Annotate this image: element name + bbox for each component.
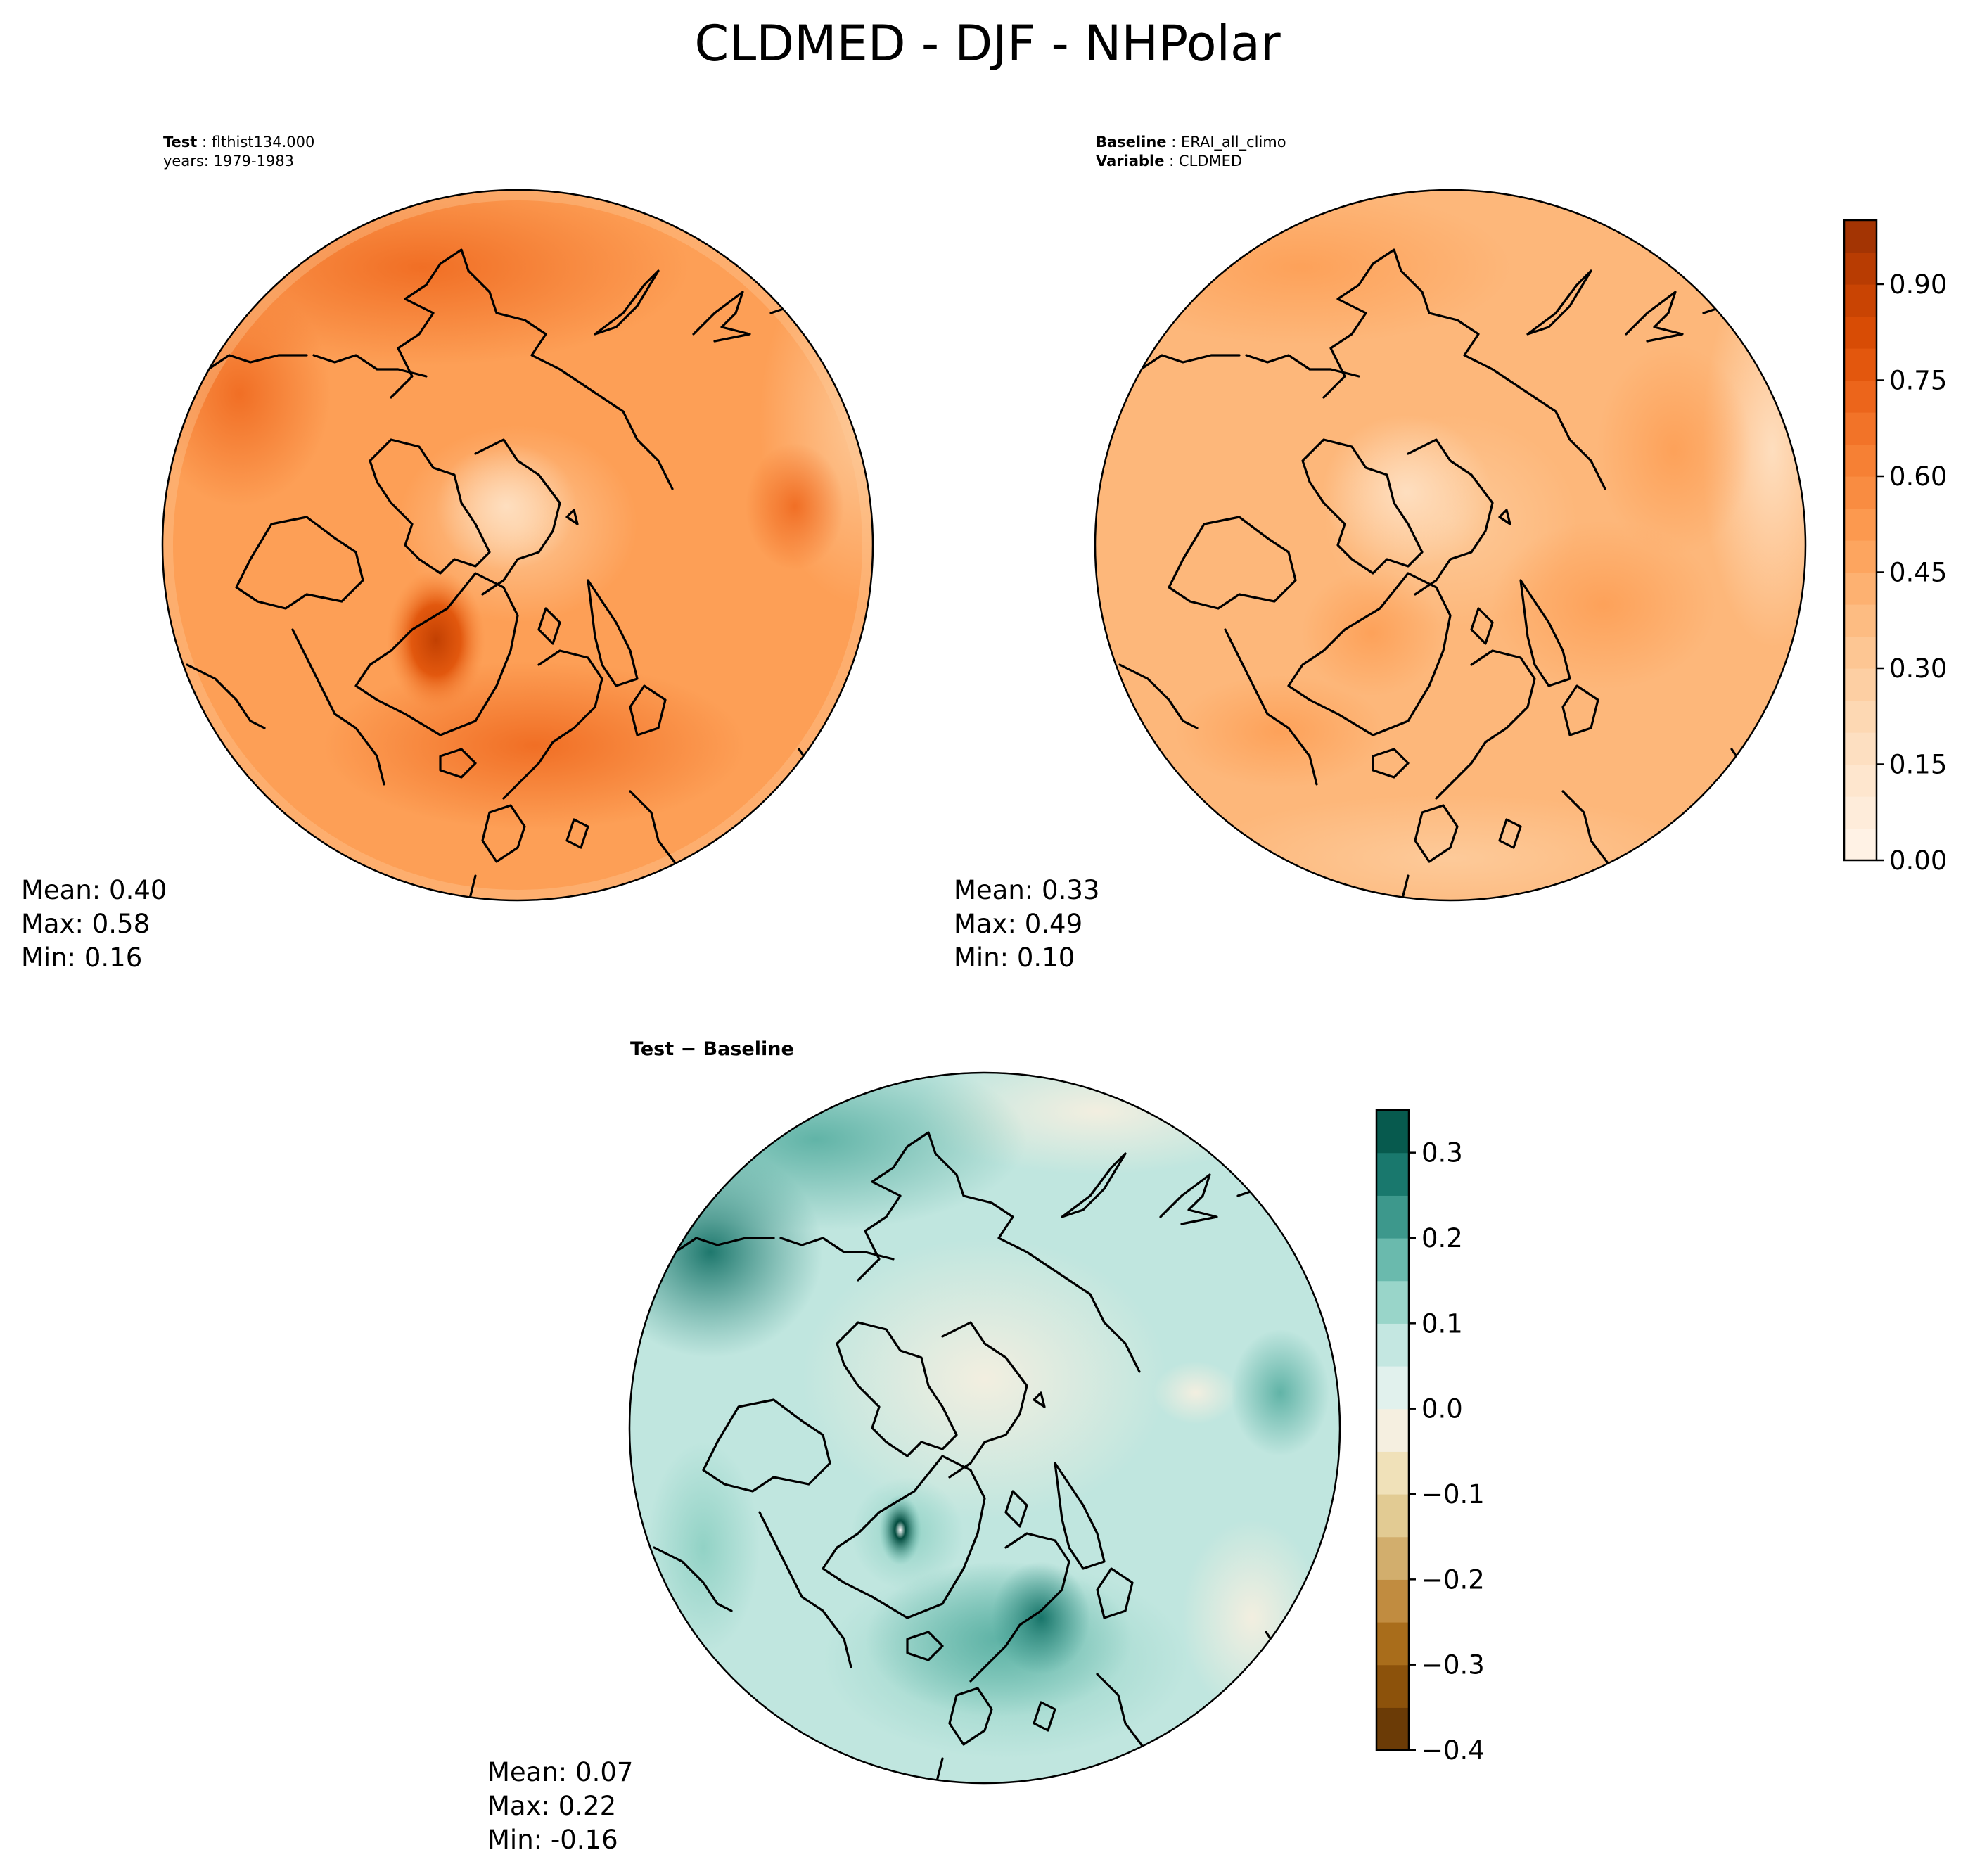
baseline-map — [1095, 190, 1805, 900]
colorbar-band — [1376, 1280, 1409, 1324]
colorbar-tick-label: 0.1 — [1421, 1308, 1463, 1339]
test-header-line-2: years: 1979-1983 — [163, 153, 294, 170]
colorbar-band — [1376, 1579, 1409, 1623]
colorbar-band — [1844, 764, 1877, 797]
test-map — [162, 190, 873, 900]
colorbar-band — [1376, 1494, 1409, 1538]
baseline-max: Max: 0.49 — [954, 909, 1082, 939]
baseline-panel: Baseline : ERAI_all_climo Variable : CLD… — [954, 134, 1807, 973]
colorbar-tick-label: 0.60 — [1889, 461, 1947, 492]
colorbar-band — [1376, 1238, 1409, 1282]
baseline-min: Min: 0.10 — [954, 943, 1075, 973]
difference-panel: Test − Baseline Mean: 0.07 Max: 0.22 Min… — [487, 1038, 1341, 1855]
baseline-header-line-1: Baseline : ERAI_all_climo — [1096, 134, 1286, 151]
colorbar-band — [1844, 252, 1877, 285]
colorbar-band — [1376, 1323, 1409, 1367]
colorbar-band — [1844, 700, 1877, 733]
colorbar-band — [1376, 1110, 1409, 1154]
colorbar-tick-label: −0.2 — [1421, 1564, 1485, 1595]
colorbar-band — [1844, 828, 1877, 861]
colorbar-band — [1376, 1622, 1409, 1666]
colorbar-tick-label: 0.0 — [1421, 1394, 1463, 1424]
test-min: Min: 0.16 — [21, 943, 142, 973]
colorbar-frame — [1843, 219, 1878, 862]
colorbar-band — [1376, 1366, 1409, 1410]
colorbar-band — [1376, 1707, 1409, 1751]
test-max: Max: 0.58 — [21, 909, 150, 939]
difference-header: Test − Baseline — [630, 1038, 794, 1060]
difference-min: Min: -0.16 — [487, 1825, 618, 1855]
colorbar-tick-label: 0.15 — [1889, 750, 1947, 780]
colorbar-tick-label: −0.1 — [1421, 1479, 1485, 1510]
colorbar-band — [1844, 444, 1877, 477]
test-header-line-1: Test : flthist134.000 — [163, 134, 314, 151]
colorbar-band — [1844, 412, 1877, 445]
colorbar-band — [1844, 572, 1877, 605]
colorbar-frame — [1375, 1109, 1410, 1751]
colorbar-band — [1844, 508, 1877, 541]
test-mean: Mean: 0.40 — [21, 875, 167, 905]
colorbar-band — [1376, 1664, 1409, 1708]
colorbar-band — [1844, 380, 1877, 413]
colorbar-band — [1844, 732, 1877, 765]
colorbar-band — [1376, 1152, 1409, 1196]
baseline-mean: Mean: 0.33 — [954, 875, 1099, 905]
colorbar-tick-label: 0.75 — [1889, 366, 1947, 396]
colorbar-band — [1844, 220, 1877, 253]
colorbar-band — [1844, 604, 1877, 637]
colorbar-band — [1844, 284, 1877, 317]
colorbar-tick-label: 0.90 — [1889, 269, 1947, 300]
colorbar-tick-label: 0.00 — [1889, 846, 1947, 876]
difference-max: Max: 0.22 — [487, 1791, 616, 1821]
difference-map — [629, 1073, 1340, 1783]
colorbar-band — [1844, 316, 1877, 349]
main-colorbar: 0.00 0.15 0.30 0.45 0.60 0.75 0.90 — [1843, 219, 1947, 876]
colorbar-tick-label: 0.45 — [1889, 558, 1947, 588]
colorbar-band — [1376, 1408, 1409, 1452]
colorbar-tick-label: −0.3 — [1421, 1650, 1485, 1680]
colorbar-tick-label: 0.30 — [1889, 653, 1947, 684]
colorbar-band — [1844, 636, 1877, 669]
colorbar-tick-label: 0.3 — [1421, 1138, 1463, 1168]
test-panel: Test : flthist134.000 years: 1979-1983 M… — [21, 134, 874, 973]
colorbar-band — [1376, 1195, 1409, 1239]
colorbar-band — [1376, 1536, 1409, 1580]
baseline-header-line-2: Variable : CLDMED — [1096, 153, 1242, 170]
colorbar-band — [1844, 348, 1877, 381]
figure-title: CLDMED - DJF - NHPolar — [694, 15, 1281, 72]
colorbar-band — [1376, 1451, 1409, 1495]
colorbar-band — [1844, 668, 1877, 701]
colorbar-band — [1844, 540, 1877, 573]
difference-colorbar: −0.4 −0.3 −0.2 −0.1 0.0 0.1 0.2 0.3 — [1375, 1109, 1485, 1766]
colorbar-tick-label: 0.2 — [1421, 1223, 1463, 1253]
colorbar-band — [1844, 476, 1877, 509]
colorbar-band — [1844, 796, 1877, 829]
colorbar-tick-label: −0.4 — [1421, 1735, 1485, 1766]
difference-mean: Mean: 0.07 — [487, 1757, 633, 1787]
